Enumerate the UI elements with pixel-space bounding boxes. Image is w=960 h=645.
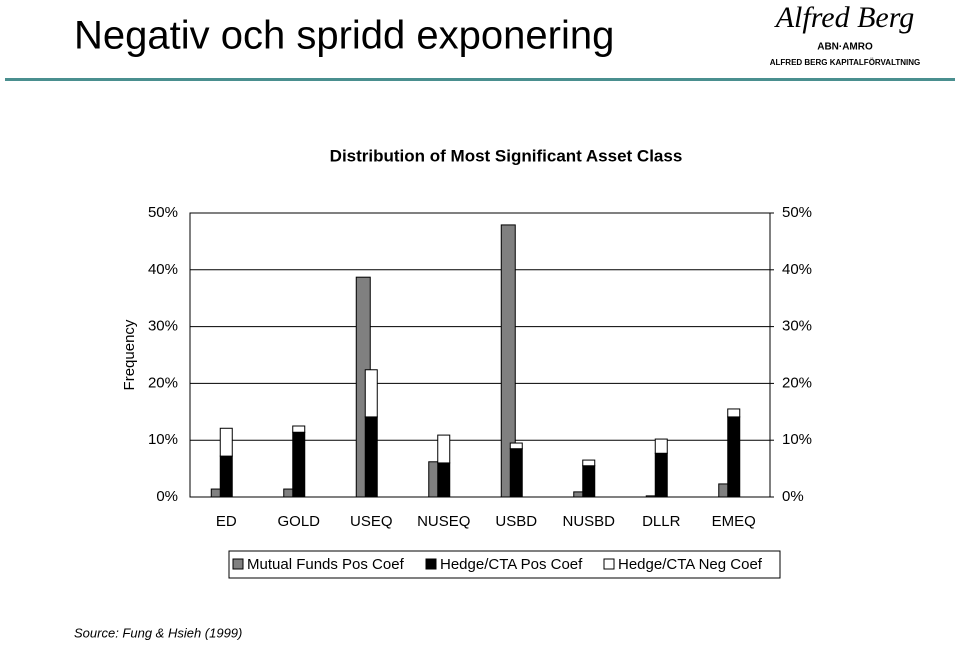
y-tick-label: 10% [148,431,178,448]
header-rule [5,78,955,81]
y-tick-label: 50% [148,204,178,221]
bar [437,462,451,498]
x-tick-label: ED [216,513,237,530]
y-tick-label: 30% [148,318,178,335]
bar [292,431,306,498]
y-tick-label: 0% [156,488,178,505]
bar [292,425,306,433]
plot-frame [189,212,771,498]
bar [582,459,596,467]
x-tick-label: NUSBD [562,513,615,530]
bar [437,434,451,464]
bar [364,369,378,418]
legend-label: Mutual Funds Pos Coef [247,556,405,573]
logo-brand: ABN·AMRO [817,42,873,53]
legend-swatch [232,558,244,570]
y2-tick-label: 20% [782,374,812,391]
bar [364,416,378,498]
y2-tick-label: 30% [782,318,812,335]
y2-tick-label: 40% [782,261,812,278]
x-tick-label: DLLR [642,513,681,530]
x-tick-label: USBD [495,513,537,530]
legend-label: Hedge/CTA Neg Coef [618,556,763,573]
bar [219,455,233,498]
logo-script: Alfred Berg [774,1,915,34]
chart-title: Distribution of Most Significant Asset C… [330,146,683,165]
bar [582,465,596,498]
x-tick-label: NUSEQ [417,513,470,530]
x-tick-label: GOLD [277,513,320,530]
y2-tick-label: 0% [782,488,804,505]
y-tick-label: 40% [148,261,178,278]
bar [654,452,668,498]
y-axis-label: Frequency [121,319,138,390]
bar [727,408,741,418]
legend-swatch [425,558,437,570]
bar [219,427,233,457]
y2-tick-label: 10% [782,431,812,448]
bar [727,416,741,498]
legend-swatch [603,558,615,570]
bar [509,442,523,450]
legend-label: Hedge/CTA Pos Coef [440,556,583,573]
bar [654,438,668,454]
x-tick-label: EMEQ [712,513,756,530]
bar [509,448,523,498]
x-tick-label: USEQ [350,513,393,530]
source-note: Source: Fung & Hsieh (1999) [74,625,242,640]
y-tick-label: 20% [148,374,178,391]
y2-tick-label: 50% [782,204,812,221]
bar [500,224,516,498]
logo-company: ALFRED BERG KAPITALFÖRVALTNING [770,58,921,67]
slide-title: Negativ och spridd exponering [74,14,614,58]
legend-box [228,550,781,579]
